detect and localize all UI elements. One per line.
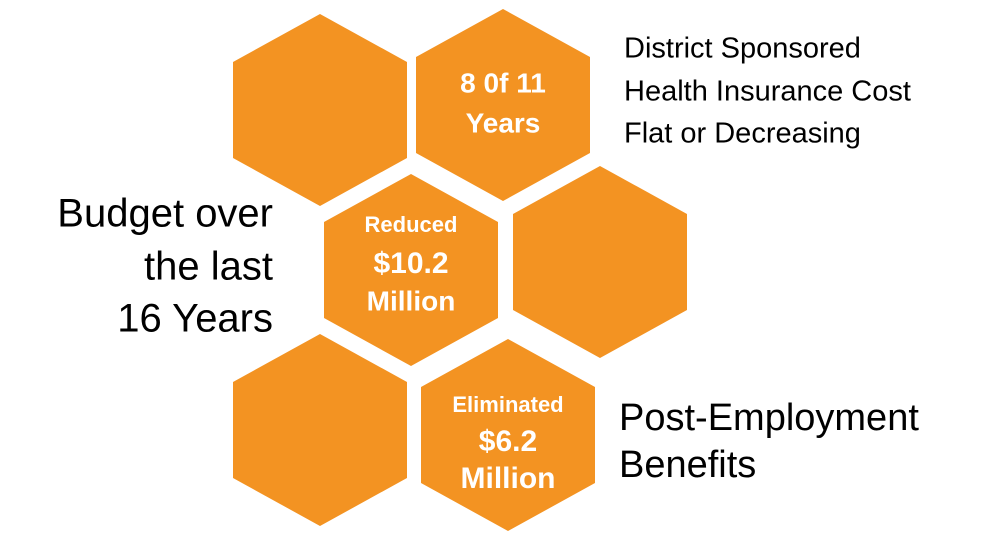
hexagon-text: Million bbox=[461, 462, 556, 495]
hexagon-text: Million bbox=[367, 285, 456, 316]
side-label: the last bbox=[144, 245, 273, 289]
hexagon-text: 8 0f 11 bbox=[460, 67, 546, 98]
hexagon-text: Years bbox=[466, 107, 541, 138]
side-label: Flat or Decreasing bbox=[624, 118, 861, 150]
side-label: District Sponsored bbox=[624, 33, 861, 65]
side-label: 16 Years bbox=[117, 297, 273, 341]
hexagon-text: $10.2 bbox=[373, 247, 448, 280]
hexagon bbox=[233, 334, 407, 526]
hexagon bbox=[513, 166, 687, 358]
hexagon-text: Reduced bbox=[365, 212, 458, 237]
hexagon-text: Eliminated bbox=[452, 392, 563, 417]
side-label: Health Insurance Cost bbox=[624, 76, 911, 108]
hexagon bbox=[324, 174, 498, 366]
side-label: Post-Employment bbox=[619, 397, 919, 439]
hexagon-text: $6.2 bbox=[479, 425, 537, 458]
side-label: Budget over bbox=[57, 192, 273, 236]
side-label: Benefits bbox=[619, 444, 756, 486]
hexagon bbox=[233, 14, 407, 206]
hexagon bbox=[416, 9, 590, 201]
hexagon bbox=[421, 339, 595, 531]
